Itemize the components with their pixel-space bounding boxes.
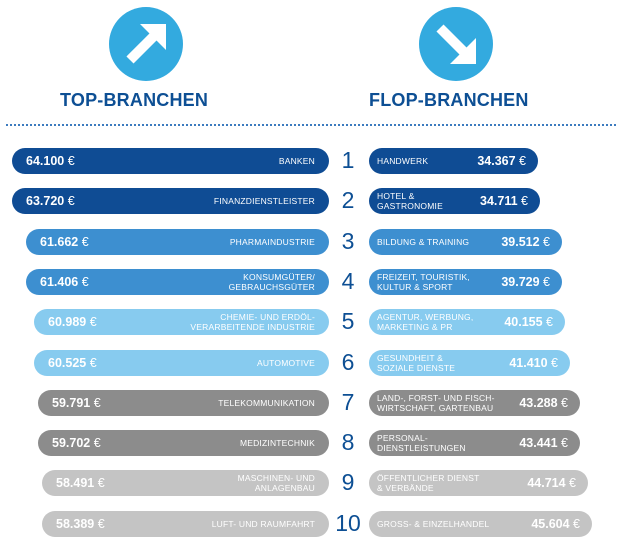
bar-label: GESUNDHEIT & SOZIALE DIENSTE: [377, 353, 456, 373]
rank-number: 8: [341, 429, 355, 455]
bar-label: MEDIZINTECHNIK: [239, 438, 315, 448]
top-bar: 61.662 € PHARMAINDUSTRIE: [26, 229, 329, 255]
top-bar: 58.491 € MASCHINEN- UND ANLAGENBAU: [42, 470, 329, 496]
value-text: 34.711 €: [480, 194, 528, 208]
value-text: 34.367 €: [477, 154, 526, 168]
bar-label: FINANZDIENSTLEISTER: [213, 196, 315, 206]
rank-number: 9: [341, 469, 355, 495]
flop-bar: BILDUNG & TRAINING 39.512 €: [369, 229, 562, 255]
value-text: 58.491 €: [56, 476, 105, 490]
flop-bar: FREIZEIT, TOURISTIK, KULTUR & SPORT 39.729…: [369, 269, 562, 295]
bar-label: HANDWERK: [377, 156, 429, 166]
bar-label: PERSONAL- DIENSTLEISTUNGEN: [377, 433, 466, 453]
flop-bar: LAND-, FORST- UND FISCH- WIRTSCHAFT, GART…: [369, 390, 580, 416]
value-text: 44.714 €: [527, 476, 576, 490]
flop-bar: HANDWERK 34.367 €: [369, 148, 538, 174]
bar-label: LUFT- UND RAUMFAHRT: [211, 519, 315, 529]
top-bar: 58.389 € LUFT- UND RAUMFAHRT: [42, 511, 329, 537]
top-bar: 61.406 € KONSUMGÜTER/GEBRAUCHSGÜTER: [26, 269, 329, 295]
top-bar: 60.525 € AUTOMOTIVE: [34, 350, 329, 376]
rank-number: 6: [341, 349, 355, 375]
bar-label: CHEMIE- UND ERDÖL- VERARBEITENDE INDUSTRI…: [190, 312, 315, 332]
value-text: 64.100 €: [26, 154, 75, 168]
flop-bar: GESUNDHEIT & SOZIALE DIENSTE 41.410 €: [369, 350, 570, 376]
value-text: 59.702 €: [52, 436, 101, 450]
bar-label: MASCHINEN- UND ANLAGENBAU: [237, 473, 315, 493]
dotted-divider: [6, 124, 616, 126]
value-text: 60.989 €: [48, 315, 97, 329]
top-bar: 64.100 € BANKEN: [12, 148, 329, 174]
flop-bar: ÖFFENTLICHER DIENST & VERBÄNDE 44.714 €: [369, 470, 588, 496]
flop-bar: PERSONAL- DIENSTLEISTUNGEN 43.441 €: [369, 430, 580, 456]
top-bar: 63.720 € FINANZDIENSTLEISTER: [12, 188, 329, 214]
bar-label: LAND-, FORST- UND FISCH- WIRTSCHAFT, GART…: [377, 393, 495, 413]
top-bar: 60.989 € CHEMIE- UND ERDÖL- VERARBEITENDE …: [34, 309, 329, 335]
bar-label: AGENTUR, WERBUNG, MARKETING & PR: [377, 312, 474, 332]
bar-label: ÖFFENTLICHER DIENST & VERBÄNDE: [377, 473, 480, 493]
top-branchen-heading: TOP-BRANCHEN: [60, 90, 209, 110]
value-text: 61.662 €: [40, 235, 89, 249]
bar-label: HOTEL & GASTRONOMIE: [377, 191, 443, 211]
value-text: 40.155 €: [504, 315, 553, 329]
rank-number: 2: [341, 187, 355, 213]
bar-label: FREIZEIT, TOURISTIK, KULTUR & SPORT: [377, 272, 470, 292]
value-text: 43.441 €: [519, 436, 568, 450]
bar-label: AUTOMOTIVE: [256, 358, 315, 368]
top-bar: 59.791 € TELEKOMMUNIKATION: [38, 390, 329, 416]
value-text: 63.720 €: [26, 194, 75, 208]
rank-number: 5: [341, 308, 355, 334]
bar-label: KONSUMGÜTER/GEBRAUCHSGÜTER: [228, 272, 315, 292]
bar-label: BILDUNG & TRAINING: [377, 237, 470, 247]
value-text: 39.729 €: [501, 275, 550, 289]
bar-label: GROSS- & EINZELHANDEL: [377, 519, 490, 529]
arrow-down-right-icon: [418, 6, 494, 82]
value-text: 60.525 €: [48, 356, 97, 370]
value-text: 58.389 €: [56, 517, 105, 531]
arrow-up-right-icon: [108, 6, 184, 82]
value-text: 39.512 €: [501, 235, 550, 249]
bar-label: BANKEN: [278, 156, 315, 166]
rank-number: 4: [341, 268, 355, 294]
flop-bar: HOTEL & GASTRONOMIE 34.711 €: [369, 188, 540, 214]
top-bar: 59.702 € MEDIZINTECHNIK: [38, 430, 329, 456]
flop-branchen-heading: FLOP-BRANCHEN: [369, 90, 529, 110]
value-text: 45.604 €: [531, 517, 580, 531]
value-text: 43.288 €: [519, 396, 568, 410]
bar-label: PHARMAINDUSTRIE: [229, 237, 315, 247]
value-text: 61.406 €: [40, 275, 89, 289]
value-text: 59.791 €: [52, 396, 101, 410]
value-text: 41.410 €: [509, 356, 558, 370]
rank-number: 3: [341, 228, 355, 254]
rank-number: 1: [341, 147, 355, 173]
flop-bar: GROSS- & EINZELHANDEL 45.604 €: [369, 511, 592, 537]
rank-number: 10: [335, 510, 361, 536]
rank-number: 7: [341, 389, 355, 415]
flop-bar: AGENTUR, WERBUNG, MARKETING & PR 40.155 €: [369, 309, 565, 335]
bar-label: TELEKOMMUNIKATION: [218, 398, 315, 408]
